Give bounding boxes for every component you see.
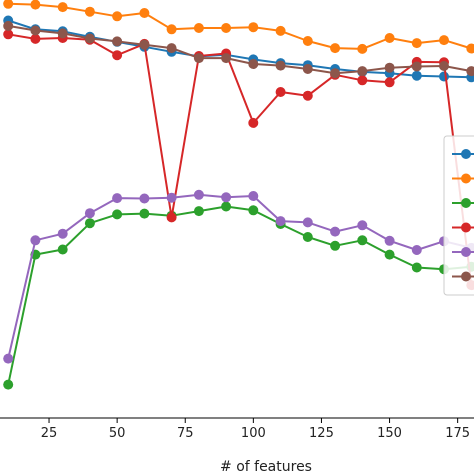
series-2-point	[84, 6, 95, 17]
series-2-point	[57, 2, 68, 13]
series-1-point	[411, 70, 422, 81]
series-6-point	[166, 43, 177, 54]
series-5-point	[166, 192, 177, 203]
series-6-point	[466, 66, 474, 77]
series-5-point	[275, 216, 286, 227]
series-5-point	[248, 191, 259, 201]
series-6-point	[302, 64, 313, 74]
series-6-point	[275, 60, 286, 71]
series-1-point	[439, 71, 449, 82]
series-5-point	[30, 235, 41, 246]
legend-marker-5	[461, 247, 471, 257]
x-tick-label: 75	[177, 426, 194, 441]
legend	[443, 135, 474, 296]
series-5-point	[221, 192, 232, 203]
x-tick-label: 175	[445, 426, 470, 441]
series-5-point	[3, 353, 14, 364]
series-6-point	[112, 36, 123, 47]
series-3-point	[330, 240, 341, 251]
series-3-point	[57, 244, 68, 255]
series-4-point	[166, 212, 177, 223]
series-4-point	[275, 87, 286, 97]
series-layer	[3, 0, 474, 390]
series-5-point	[57, 228, 68, 239]
series-2-point	[193, 23, 204, 33]
series-2-point	[357, 43, 368, 54]
series-2-point	[30, 0, 41, 10]
series-3-point	[384, 249, 395, 260]
series-2-point	[411, 38, 422, 49]
series-2-point	[330, 43, 341, 54]
series-3-point	[84, 218, 95, 229]
series-3-point	[3, 379, 14, 390]
series-5-point	[384, 235, 395, 246]
series-3-point	[302, 232, 313, 242]
series-2-point	[3, 0, 14, 9]
x-axis-ticks: 25 50 75 100 125 150 175	[41, 418, 470, 441]
series-6-point	[439, 61, 449, 71]
series-6-point	[248, 59, 259, 69]
legend-marker-2	[461, 173, 471, 184]
series-3-point	[221, 201, 232, 212]
series-5-point	[193, 189, 204, 200]
series-2-point	[384, 33, 395, 43]
series-2-point	[275, 25, 286, 36]
series-4-point	[30, 33, 41, 44]
series-6-point	[384, 62, 395, 73]
series-2-point	[439, 35, 449, 46]
x-tick-label: 125	[309, 426, 334, 441]
series-3-point	[411, 262, 422, 273]
series-6-point	[3, 20, 14, 31]
series-6-point	[57, 28, 68, 39]
series-3-point	[112, 209, 123, 220]
x-tick-label: 50	[109, 426, 126, 441]
series-4-point	[384, 77, 395, 88]
series-5-point	[411, 245, 422, 255]
series-4-point	[112, 50, 123, 61]
x-tick-label: 150	[377, 426, 402, 441]
series-5-point	[302, 217, 313, 228]
series-4-point	[3, 29, 14, 40]
series-2-point	[221, 23, 232, 33]
series-6-point	[139, 39, 150, 50]
series-5-point	[330, 226, 341, 237]
legend-marker-3	[461, 198, 471, 208]
series-2-point	[302, 36, 313, 46]
legend-marker-4	[461, 222, 471, 233]
series-5-point	[84, 208, 95, 219]
series-6-point	[411, 61, 422, 72]
series-6-point	[221, 53, 232, 64]
series-6-point	[193, 53, 204, 64]
series-5-point	[357, 220, 368, 231]
series-6-point	[30, 25, 41, 36]
series-4-point	[248, 117, 259, 128]
x-tick-label: 100	[241, 426, 266, 441]
x-tick-label: 25	[41, 426, 58, 441]
series-2-point	[248, 22, 259, 33]
x-axis-label: # of features	[220, 459, 312, 474]
series-5-point	[112, 193, 123, 204]
series-line-3	[7, 205, 472, 385]
series-3-point	[357, 235, 368, 246]
series-6-point	[357, 66, 368, 77]
series-5-point	[139, 193, 150, 204]
series-3-point	[139, 208, 150, 219]
series-4-point	[302, 90, 313, 101]
series-6-point	[330, 68, 341, 79]
series-2-point	[112, 11, 123, 22]
legend-box	[443, 135, 474, 296]
series-3-point	[193, 206, 204, 217]
legend-marker-6	[461, 271, 471, 282]
series-2-point	[166, 24, 177, 35]
series-4-point	[357, 75, 368, 86]
series-2-point	[139, 8, 150, 18]
series-6-point	[84, 33, 95, 44]
series-3-point	[248, 205, 259, 216]
legend-marker-1	[461, 149, 471, 159]
series-2-point	[466, 43, 474, 54]
